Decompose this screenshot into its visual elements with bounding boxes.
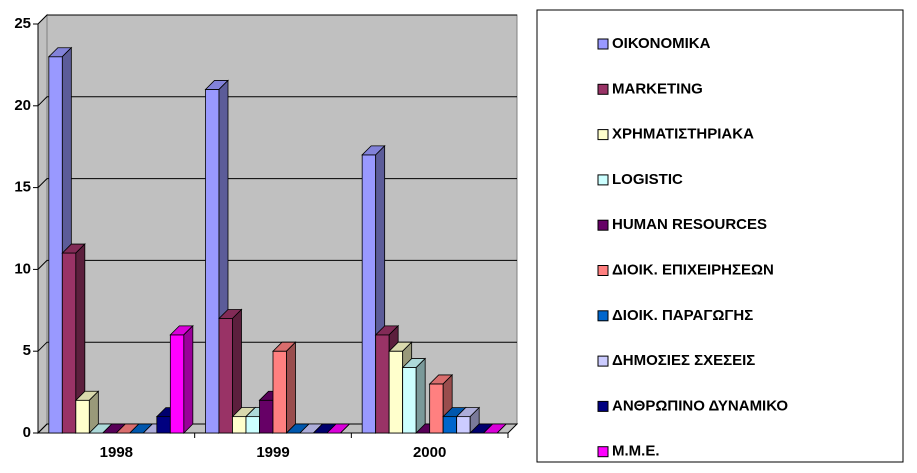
legend-label: MARKETING	[612, 80, 703, 97]
grid-line	[37, 259, 517, 270]
legend-label: ΑΝΘΡΩΠΙΝΟ ΔΥΝΑΜΙΚΟ	[612, 397, 788, 414]
grid-line	[37, 341, 517, 352]
legend-swatch	[597, 355, 609, 367]
legend-label: Μ.Μ.Ε.	[612, 443, 660, 460]
legend-swatch	[597, 310, 609, 322]
grid-line	[37, 96, 517, 107]
legend-label: ΔΙΟΙΚ. ΕΠΙΧΕΙΡΗΣΕΩΝ	[612, 261, 774, 278]
bar	[218, 318, 233, 434]
grid-line	[37, 14, 517, 25]
bar	[442, 416, 458, 434]
bar	[388, 350, 404, 434]
bar-side	[340, 423, 350, 434]
bar	[402, 367, 417, 434]
bar	[429, 383, 444, 434]
bar	[245, 416, 260, 434]
legend-label: ΟΙΚΟΝΟΜΙΚΑ	[612, 35, 711, 52]
side-wall	[37, 13, 48, 435]
bar-side	[183, 324, 194, 434]
bar	[375, 334, 390, 434]
legend-swatch	[597, 219, 609, 231]
legend-swatch	[597, 446, 609, 458]
y-tick-label: 10	[14, 260, 31, 277]
legend-swatch	[597, 129, 609, 141]
legend-label: ΔΙΟΙΚ. ΠΑΡΑΓΩΓΗΣ	[612, 307, 753, 324]
legend-swatch	[597, 38, 609, 50]
legend-label: HUMAN RESOURCES	[612, 216, 767, 233]
legend-label: LOGISTIC	[612, 171, 683, 188]
y-tick-label: 25	[14, 15, 31, 32]
bar	[156, 416, 171, 434]
bar-side	[496, 423, 507, 434]
bar	[232, 416, 247, 434]
bar	[205, 89, 220, 434]
bar	[61, 252, 77, 434]
legend-swatch	[597, 174, 609, 186]
y-tick-label: 20	[14, 97, 31, 114]
y-tick-label: 0	[23, 424, 31, 441]
x-tick-label: 2000	[413, 444, 446, 461]
bar-side	[286, 341, 296, 434]
legend-swatch	[597, 265, 609, 276]
legend-label: ΧΡΗΜΑΤΙΣΤΗΡΙΑΚΑ	[612, 126, 754, 143]
x-tick-label: 1998	[100, 444, 133, 461]
bar	[75, 399, 90, 434]
legend-label: ΔΗΜΟΣΙΕΣ ΣΧΕΣΕΙΣ	[612, 352, 755, 369]
legend-box	[536, 9, 904, 463]
legend-swatch	[597, 400, 609, 412]
y-tick-label: 5	[23, 342, 31, 359]
grid-line	[37, 178, 517, 188]
legend-swatch	[597, 83, 609, 95]
y-tick-label: 15	[14, 179, 31, 196]
x-tick-label: 1999	[256, 444, 289, 461]
bar	[48, 56, 63, 434]
bar	[259, 399, 274, 434]
bar-side	[415, 357, 426, 434]
bar	[361, 154, 377, 434]
grid-line	[37, 423, 517, 434]
bar	[169, 334, 185, 434]
bar	[272, 350, 287, 434]
bar	[456, 416, 471, 434]
